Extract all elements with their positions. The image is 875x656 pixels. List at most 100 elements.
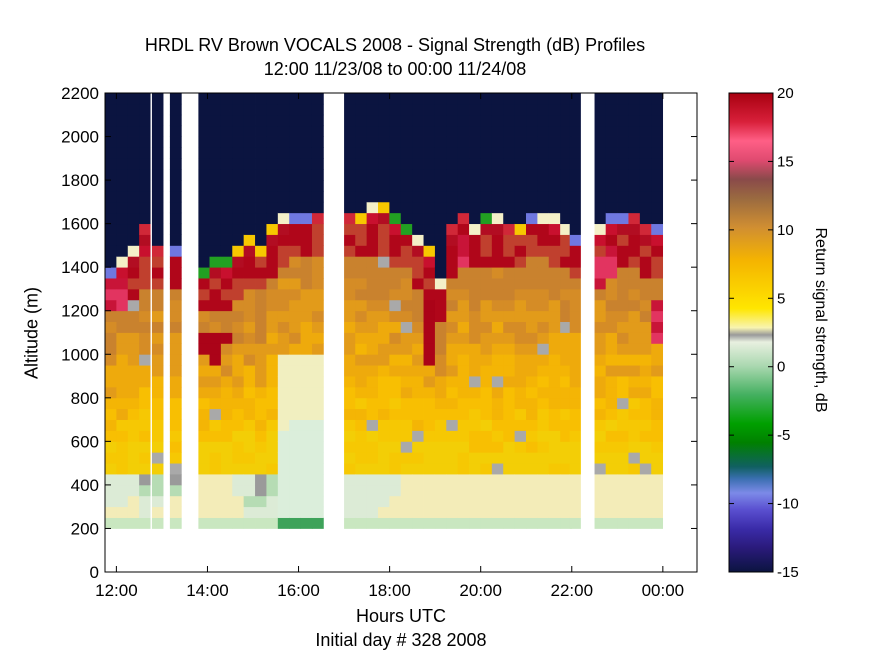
heatmap-cell: [366, 267, 379, 279]
heatmap-cell: [514, 452, 527, 464]
heatmap-cell: [526, 408, 538, 420]
heatmap-cell: [105, 474, 117, 486]
y-tick-label: 1200: [61, 302, 99, 321]
heatmap-cell: [289, 190, 301, 203]
heatmap-cell: [169, 190, 182, 203]
heatmap-cell: [105, 125, 117, 137]
heatmap-cell: [266, 386, 279, 399]
heatmap-cell: [343, 419, 356, 431]
heatmap-cell: [491, 201, 504, 214]
heatmap-cell: [569, 158, 582, 170]
heatmap-cell: [151, 495, 164, 508]
heatmap-cell: [434, 278, 447, 290]
heatmap-cell: [255, 408, 267, 420]
heatmap-cell: [605, 169, 618, 181]
heatmap-cell: [127, 441, 140, 453]
heatmap-cell: [255, 147, 267, 159]
heatmap-cell: [366, 332, 379, 344]
heatmap-cell: [232, 212, 245, 225]
heatmap-cell: [446, 365, 459, 377]
heatmap-cell: [537, 397, 550, 410]
heatmap-cell: [378, 223, 390, 235]
heatmap-cell: [255, 158, 267, 170]
heatmap-cell: [605, 484, 618, 497]
heatmap-cell: [243, 506, 256, 518]
heatmap-cell: [220, 245, 233, 257]
heatmap-cell: [169, 310, 182, 323]
heatmap-cell: [139, 190, 151, 203]
heatmap-cell: [198, 245, 210, 257]
heatmap-cell: [594, 484, 607, 497]
heatmap-cell: [423, 201, 436, 214]
colorbar-tick-label: -10: [777, 496, 799, 513]
heatmap-cell: [628, 299, 641, 312]
heatmap-cell: [139, 158, 151, 170]
heatmap-cell: [469, 506, 481, 518]
heatmap-cell: [355, 125, 368, 137]
heatmap-cell: [169, 386, 182, 399]
heatmap-cell: [480, 93, 493, 105]
heatmap-cell: [151, 354, 164, 366]
heatmap-cell: [277, 495, 290, 508]
heatmap-cell: [232, 299, 245, 312]
heatmap-cell: [457, 190, 470, 203]
heatmap-cell: [434, 180, 447, 192]
heatmap-cell: [651, 321, 664, 333]
heatmap-cell: [594, 180, 607, 192]
heatmap-cell: [389, 343, 402, 355]
heatmap-cell: [639, 365, 652, 377]
heatmap-cell: [366, 212, 379, 225]
heatmap-cell: [434, 103, 447, 116]
heatmap-cell: [311, 212, 324, 225]
heatmap-cell: [446, 354, 459, 366]
heatmap-cell: [105, 93, 117, 105]
heatmap-cell: [514, 354, 527, 366]
heatmap-cell: [311, 419, 324, 431]
data-gap: [167, 93, 170, 572]
heatmap-cell: [209, 386, 222, 399]
heatmap-cell: [503, 212, 516, 225]
heatmap-cell: [605, 419, 618, 431]
heatmap-cell: [139, 376, 151, 388]
heatmap-cell: [266, 441, 279, 453]
heatmap-cell: [255, 495, 267, 508]
heatmap-cell: [378, 397, 390, 410]
heatmap-cell: [169, 376, 182, 388]
heatmap-cell: [569, 397, 582, 410]
heatmap-cell: [651, 288, 664, 301]
heatmap-cell: [243, 419, 256, 431]
heatmap-cell: [209, 169, 222, 181]
heatmap-cell: [594, 299, 607, 312]
heatmap-cell: [503, 256, 516, 268]
heatmap-cell: [209, 103, 222, 116]
heatmap-cell: [480, 408, 493, 420]
heatmap-cell: [412, 201, 424, 214]
heatmap-cell: [289, 267, 301, 279]
heatmap-cell: [639, 495, 652, 508]
heatmap-cell: [198, 136, 210, 148]
heatmap-cell: [378, 321, 390, 333]
heatmap-cell: [423, 441, 436, 453]
heatmap-cell: [412, 332, 424, 344]
heatmap-cell: [651, 158, 664, 170]
heatmap-cell: [480, 256, 493, 268]
heatmap-cell: [127, 93, 140, 105]
heatmap-cell: [139, 136, 151, 148]
colorbar-tick-label: 20: [777, 85, 794, 102]
heatmap-cell: [412, 125, 424, 137]
heatmap-cell: [105, 332, 117, 344]
heatmap-cell: [300, 386, 313, 399]
heatmap-cell: [628, 484, 641, 497]
heatmap-cell: [277, 245, 290, 257]
heatmap-cell: [116, 103, 129, 116]
heatmap-cell: [446, 299, 459, 312]
heatmap-cell: [289, 288, 301, 301]
heatmap-cell: [198, 288, 210, 301]
heatmap-cell: [434, 386, 447, 399]
heatmap-cell: [434, 452, 447, 464]
heatmap-cell: [243, 223, 256, 235]
heatmap-cell: [255, 212, 267, 225]
heatmap-cell: [514, 190, 527, 203]
heatmap-cell: [366, 169, 379, 181]
heatmap-cell: [491, 299, 504, 312]
